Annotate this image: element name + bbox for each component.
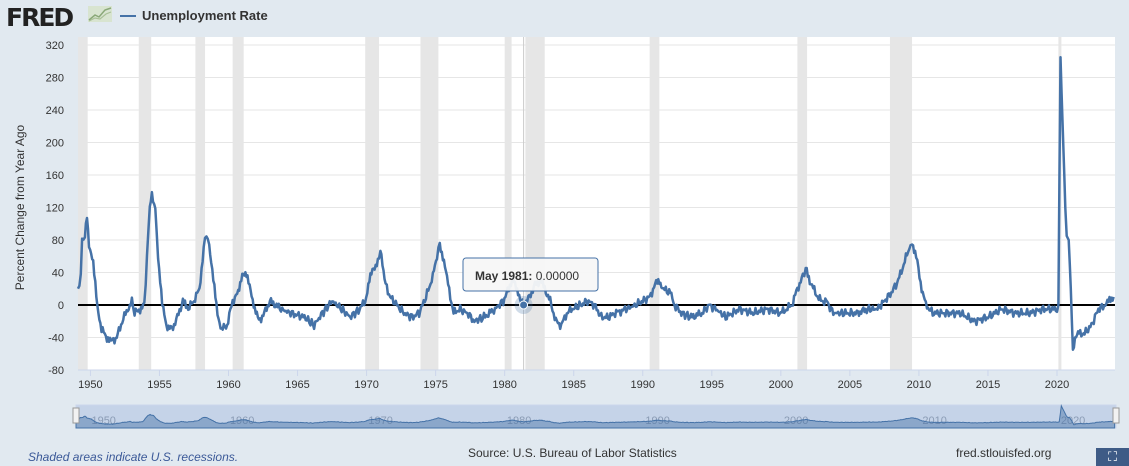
x-tick-label: 2015 [976, 379, 1000, 391]
recession-band [525, 37, 545, 370]
x-tick-label: 1955 [147, 379, 171, 391]
chart-logo-icon [88, 6, 112, 22]
navigator-handle-left[interactable] [72, 407, 80, 424]
y-tick-label: 280 [46, 73, 64, 85]
y-tick-label: 0 [58, 300, 64, 312]
x-tick-label: 1950 [78, 379, 102, 391]
y-axis-label: Percent Change from Year Ago [13, 124, 27, 290]
y-tick-label: 80 [52, 235, 64, 247]
y-tick-label: 120 [46, 203, 64, 215]
y-tick-label: 160 [46, 170, 64, 182]
tooltip-text: May 1981: 0.00000 [475, 269, 579, 283]
series-legend[interactable]: Unemployment Rate [120, 8, 268, 23]
series-line [76, 55, 1115, 351]
recession-band [138, 37, 152, 370]
line-chart[interactable]: -80 -40 0 40 80 120 160 200 240 280 320 Percent Cha… [0, 0, 1129, 440]
site-link[interactable]: fred.stlouisfed.org [956, 446, 1052, 460]
y-tick-label: 320 [46, 40, 64, 52]
x-tick-label: 2005 [838, 379, 862, 391]
recession-band [195, 37, 206, 370]
x-tick-label: 1965 [285, 379, 309, 391]
tooltip-box [462, 257, 599, 292]
recession-band [504, 37, 512, 370]
plot-area [78, 37, 1115, 370]
navigator-tick-label: 1960 [230, 415, 254, 427]
fred-logo[interactable]: FRED [6, 3, 74, 32]
recession-band [232, 37, 244, 370]
tooltip-value: 0.00000 [532, 269, 579, 283]
y-tick-label: -40 [48, 333, 64, 345]
tooltip-date: May 1981: [475, 269, 532, 283]
recession-band [365, 37, 380, 370]
x-tick-label: 1975 [423, 379, 447, 391]
recession-band [797, 37, 808, 370]
legend-label: Unemployment Rate [142, 8, 268, 23]
recession-band [78, 37, 88, 370]
navigator-tick-label: 2010 [922, 415, 946, 427]
recession-band [420, 37, 439, 370]
x-tick-label: 1980 [492, 379, 516, 391]
x-tick-label: 1995 [700, 379, 724, 391]
navigator-tick-label: 1970 [368, 415, 392, 427]
legend-swatch [120, 14, 136, 17]
recession-note: Shaded areas indicate U.S. recessions. [28, 450, 239, 464]
recession-band [889, 37, 913, 370]
source-note: Source: U.S. Bureau of Labor Statistics [468, 446, 677, 460]
navigator-series [75, 404, 1116, 429]
y-tick-label: 240 [46, 105, 64, 117]
y-tick-label: 200 [46, 138, 64, 150]
navigator-handle-right[interactable] [1112, 407, 1120, 424]
recession-band [649, 37, 660, 370]
x-tick-label: 2020 [1045, 379, 1069, 391]
hover-point [519, 300, 529, 310]
fullscreen-icon[interactable]: ⛶ [1096, 448, 1129, 466]
navigator-tick-label: 1990 [645, 415, 669, 427]
x-tick-label: 2010 [907, 379, 931, 391]
tooltip: May 1981: 0.00000 [462, 257, 599, 292]
x-tick-label: 1990 [631, 379, 655, 391]
y-tick-label: 40 [52, 268, 64, 280]
x-tick-label: 2000 [769, 379, 793, 391]
x-tick-label: 1970 [354, 379, 378, 391]
y-tick-label: -80 [48, 365, 64, 377]
x-tick-label: 1960 [216, 379, 240, 391]
x-tick-label: 1985 [561, 379, 585, 391]
